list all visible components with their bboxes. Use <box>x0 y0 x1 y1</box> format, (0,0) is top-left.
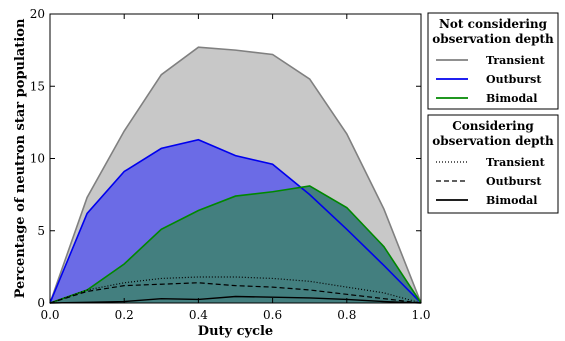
legend-entry-label: Bimodal <box>486 92 537 105</box>
x-axis-label: Duty cycle <box>198 324 273 339</box>
legend-entry-label: Outburst <box>486 73 542 86</box>
y-tick-label: 0 <box>37 296 45 310</box>
x-tick-label: 0.4 <box>189 308 208 322</box>
y-axis-label: Percentage of neutron star population <box>13 18 28 298</box>
legend-entry-label: Transient <box>486 54 546 67</box>
y-tick-label: 5 <box>37 224 45 238</box>
x-tick-label: 0.2 <box>115 308 134 322</box>
y-tick-label: 10 <box>30 152 45 166</box>
x-tick-label: 0.8 <box>337 308 356 322</box>
y-tick-label: 15 <box>30 79 45 93</box>
legend-entry-label: Bimodal <box>486 194 537 207</box>
legend-title: observation depth <box>432 32 554 46</box>
legend-entry-label: Outburst <box>486 175 542 188</box>
area-fills <box>50 47 421 303</box>
legend-title: Considering <box>452 119 534 133</box>
legend-title: observation depth <box>432 134 554 148</box>
legend-entry-label: Transient <box>486 156 546 169</box>
x-tick-label: 0.0 <box>40 308 59 322</box>
y-tick-label: 20 <box>30 7 45 21</box>
x-tick-label: 1.0 <box>411 308 430 322</box>
x-tick-label: 0.6 <box>263 308 282 322</box>
legend-title: Not considering <box>439 17 548 31</box>
